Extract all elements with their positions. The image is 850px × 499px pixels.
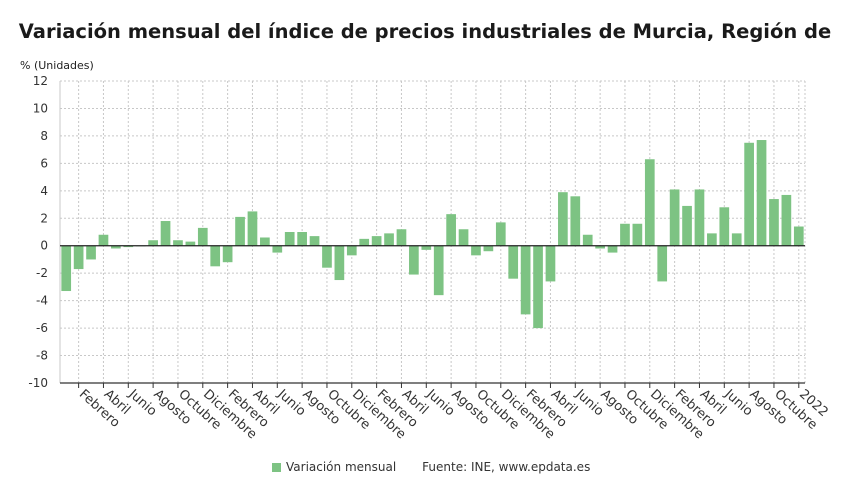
- bar: [520, 245, 531, 315]
- bar: [744, 142, 754, 246]
- bar: [359, 238, 370, 246]
- bar: [756, 140, 767, 246]
- x-tick-label: Junio: [274, 386, 309, 419]
- bar: [483, 245, 494, 252]
- bar: [235, 216, 245, 246]
- bars: [61, 140, 804, 329]
- x-tick-label: Junio: [721, 386, 756, 419]
- bar: [682, 205, 692, 246]
- axes: [59, 80, 806, 388]
- bar: [260, 237, 270, 246]
- bar: [173, 240, 183, 246]
- bar: [284, 232, 295, 246]
- bar: [694, 189, 705, 246]
- bar: [322, 245, 332, 268]
- bar: [545, 245, 556, 282]
- bar: [309, 236, 320, 246]
- x-tick-label: Junio: [125, 386, 160, 419]
- bar: [719, 207, 730, 246]
- bar: [160, 221, 171, 246]
- bar: [409, 245, 419, 275]
- bar: [222, 245, 233, 263]
- x-tick-labels: FebreroAbrilJunioAgostoOctubreDiciembreF…: [76, 386, 831, 442]
- bar: [669, 189, 680, 246]
- bar: [731, 233, 742, 246]
- bar: [396, 229, 407, 246]
- y-tick-label: -2: [36, 266, 48, 280]
- bar: [582, 234, 593, 246]
- bar: [707, 233, 717, 246]
- bar: [495, 222, 506, 246]
- bar: [632, 223, 643, 246]
- bar: [657, 245, 668, 282]
- bar: [769, 199, 779, 246]
- legend-swatch: [272, 462, 281, 472]
- bar: [111, 245, 121, 249]
- legend: Variación mensual Fuente: INE, www.epdat…: [272, 460, 590, 474]
- y-tick-label: 12: [33, 74, 48, 88]
- y-tick-label: 0: [40, 239, 48, 253]
- bar: [86, 245, 96, 260]
- bar: [421, 245, 432, 250]
- x-tick-label: Junio: [572, 386, 607, 419]
- bar: [384, 233, 394, 246]
- bar: [471, 245, 481, 256]
- bar: [781, 194, 792, 246]
- bar: [793, 226, 804, 246]
- y-tick-label: -10: [28, 376, 48, 390]
- y-tick-label: 2: [40, 211, 48, 225]
- bar: [458, 229, 469, 246]
- bar: [272, 245, 283, 253]
- gridlines: [60, 80, 805, 384]
- bar: [197, 227, 208, 246]
- bar: [123, 245, 134, 248]
- bar: [185, 241, 196, 246]
- bar: [297, 232, 307, 246]
- x-tick-label: Junio: [423, 386, 458, 419]
- y-tick-label: -6: [36, 321, 48, 335]
- bar: [61, 245, 72, 292]
- bar: [558, 192, 568, 246]
- y-tick-label: 6: [40, 156, 48, 170]
- y-tick-label: 8: [40, 129, 48, 143]
- bar: [73, 245, 84, 270]
- y-tick-label: 10: [33, 101, 48, 115]
- bar: [371, 236, 382, 246]
- bar: [508, 245, 519, 279]
- bar: [533, 245, 543, 329]
- y-tick-label: -4: [36, 294, 48, 308]
- bar: [346, 245, 357, 256]
- bar: [433, 245, 444, 296]
- source-credit: Fuente: INE, www.epdata.es: [422, 460, 591, 474]
- bar: [620, 223, 630, 246]
- bar: [247, 211, 258, 246]
- chart-title: Variación mensual del índice de precios …: [18, 20, 832, 43]
- y-tick-labels: -10 -8 -6 -4 -2 0 2 4 6 8 10 12: [28, 74, 48, 390]
- bar: [607, 245, 618, 253]
- y-axis-unit-label: % (Unidades): [20, 59, 94, 72]
- bar: [334, 245, 345, 281]
- bar: [148, 240, 158, 246]
- y-tick-label: 4: [40, 184, 48, 198]
- bar: [98, 234, 109, 246]
- bar: [595, 245, 605, 249]
- bar: [446, 214, 456, 246]
- bar: [570, 196, 581, 246]
- y-tick-label: -8: [36, 349, 48, 363]
- legend-series-label: Variación mensual: [286, 460, 397, 474]
- bar: [644, 159, 655, 246]
- bar: [210, 245, 221, 267]
